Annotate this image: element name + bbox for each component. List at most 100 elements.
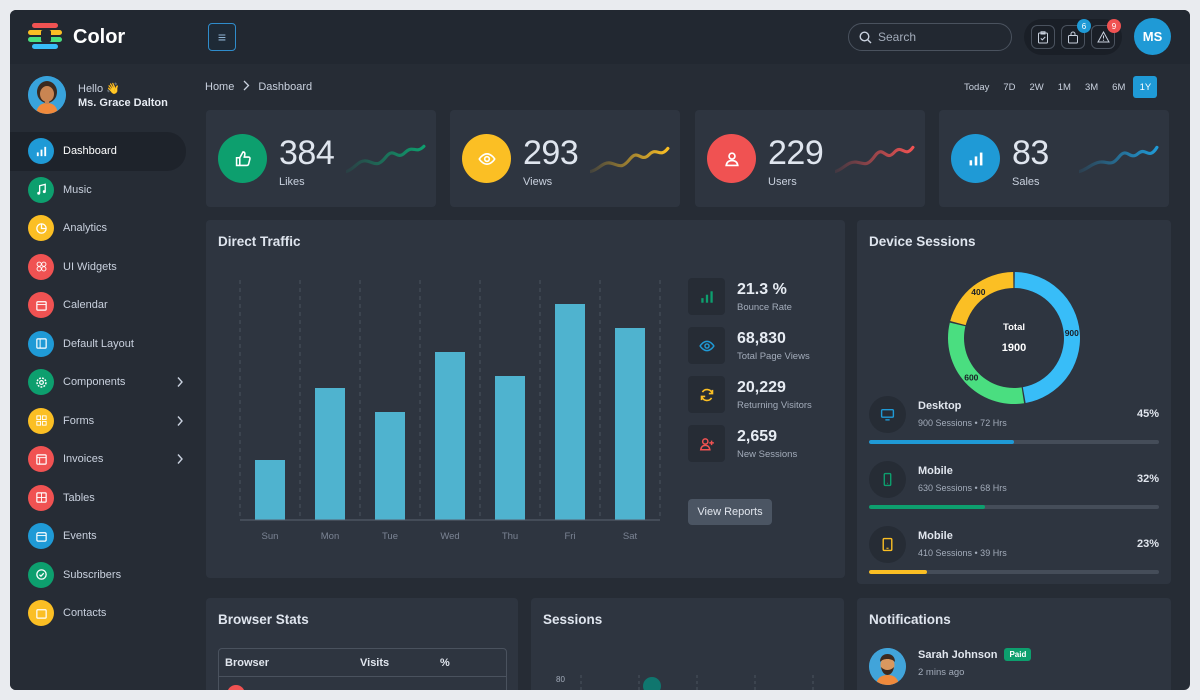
device-percent: 45%	[1136, 408, 1159, 420]
sidebar-item-tables[interactable]: Tables	[10, 479, 196, 518]
menu-toggle-button[interactable]: ≡	[208, 23, 236, 51]
device-name: Mobile	[918, 530, 953, 542]
bar-wed[interactable]	[435, 352, 465, 520]
user-avatar-button[interactable]: MS	[1134, 18, 1171, 55]
donut-slice-2[interactable]	[950, 272, 1014, 326]
bar-mon[interactable]	[315, 388, 345, 520]
sidebar-item-music[interactable]: Music	[10, 171, 196, 210]
kpi-value: 68,830	[737, 329, 786, 347]
sidebar-item-label: Default Layout	[63, 337, 134, 350]
range-6m[interactable]: 6M	[1112, 81, 1126, 93]
greeting-text: Hello 👋	[78, 82, 120, 95]
browser-table: Browser Visits %	[218, 648, 507, 690]
clipboard-icon	[1038, 30, 1048, 43]
sidebar-item-ui-widgets[interactable]: UI Widgets	[10, 248, 196, 287]
event-icon	[28, 523, 54, 550]
device-sub: 410 Sessions • 39 Hrs	[918, 548, 1007, 558]
sidebar-item-components[interactable]: Components	[10, 363, 196, 402]
brand-logo[interactable]: Color	[28, 22, 125, 52]
avatar	[28, 76, 66, 114]
sidebar-item-events[interactable]: Events	[10, 517, 196, 556]
chevron-right-icon	[176, 414, 184, 432]
browser-stats-title: Browser Stats	[218, 612, 309, 627]
sidebar-item-subscribers[interactable]: Subscribers	[10, 556, 196, 595]
stat-value: 229	[768, 134, 824, 172]
progress-bar	[869, 505, 1159, 509]
device-sessions-donut: 900 600 400	[948, 272, 1080, 404]
bar-sun[interactable]	[255, 460, 285, 520]
header-actions: 6 9	[1024, 19, 1122, 55]
range-1y[interactable]: 1Y	[1133, 76, 1158, 98]
stat-card-users: 229 Users	[695, 110, 925, 207]
alerts-button[interactable]: 9	[1091, 19, 1121, 49]
notification-item[interactable]: Sarah Johnson Paid 2 mins ago	[869, 648, 1032, 685]
progress-fill	[869, 570, 927, 574]
range-today[interactable]: Today	[964, 81, 990, 93]
breadcrumb-home-link[interactable]: Home	[205, 81, 235, 93]
user-profile[interactable]: Hello 👋 Ms. Grace Dalton	[28, 76, 168, 114]
sidebar-item-label: Forms	[63, 414, 95, 427]
sidebar: Hello 👋 Ms. Grace Dalton Dashboard Music…	[10, 64, 196, 690]
traffic-kpi-total-page-views: 68,830 Total Page Views	[688, 327, 810, 364]
bar-thu[interactable]	[495, 376, 525, 520]
sidebar-item-dashboard[interactable]: Dashboard	[10, 132, 186, 171]
eye-icon	[688, 327, 725, 364]
sidebar-item-forms[interactable]: Forms	[10, 402, 196, 441]
kpi-value: 21.3 %	[737, 280, 787, 298]
x-tick-label: Tue	[382, 531, 398, 542]
kpi-label: New Sessions	[737, 448, 798, 460]
sidebar-item-invoices[interactable]: Invoices	[10, 440, 196, 479]
range-7d[interactable]: 7D	[1003, 81, 1016, 93]
notification-time: 2 mins ago	[918, 667, 965, 678]
sidebar-item-default-layout[interactable]: Default Layout	[10, 325, 196, 364]
sidebar-nav: Dashboard Music Analytics UI Widgets Cal…	[10, 132, 196, 633]
stat-value: 83	[1012, 134, 1049, 172]
progress-bar	[869, 570, 1159, 574]
clipboard-button[interactable]	[1031, 25, 1055, 49]
stat-label: Users	[768, 176, 797, 188]
stat-card-sales: 83 Sales	[939, 110, 1169, 207]
donut-slice-0[interactable]	[1014, 272, 1080, 403]
top-header: Color ≡ 6 9 MS	[10, 10, 1190, 64]
direct-traffic-card: Direct Traffic Sun Mon Tue Wed Thu Fri Sat 21.…	[206, 220, 845, 578]
warning-icon	[1096, 31, 1110, 43]
search-box[interactable]	[848, 23, 1012, 51]
device-row-2: Mobile 410 Sessions • 39 Hrs 23%	[869, 526, 1159, 586]
range-2w[interactable]: 2W	[1029, 81, 1044, 93]
x-tick-label: Fri	[564, 531, 575, 542]
device-name: Desktop	[918, 400, 962, 412]
donut-slice-1[interactable]	[948, 322, 1025, 404]
range-3m[interactable]: 3M	[1084, 81, 1099, 93]
sessions-chart-grid	[580, 675, 814, 690]
bar-chart-icon	[28, 138, 54, 165]
kpi-value: 20,229	[737, 378, 786, 396]
search-icon	[859, 30, 872, 43]
notifications-card: Notifications Sarah Johnson Paid 2 mins …	[857, 598, 1171, 690]
cart-button[interactable]: 6	[1061, 19, 1091, 49]
sidebar-item-label: Analytics	[63, 222, 108, 235]
search-input[interactable]	[878, 30, 998, 44]
stat-value: 384	[279, 134, 335, 172]
table-row[interactable]	[219, 677, 506, 690]
donut-total-value: 1900	[1001, 342, 1027, 354]
sidebar-item-calendar[interactable]: Calendar	[10, 286, 196, 325]
sidebar-item-label: Contacts	[63, 607, 107, 620]
view-reports-button[interactable]: View Reports	[688, 499, 772, 525]
eye-icon	[462, 134, 511, 183]
donut-total-label: Total	[1003, 322, 1025, 333]
bar-tue[interactable]	[375, 412, 405, 520]
sidebar-item-contacts[interactable]: Contacts	[10, 594, 196, 633]
bar-chart-icon	[688, 278, 725, 315]
notifications-title: Notifications	[869, 612, 951, 627]
column-header-percent: %	[440, 656, 450, 669]
table-icon	[28, 484, 54, 511]
sidebar-item-analytics[interactable]: Analytics	[10, 209, 196, 248]
man-avatar-icon	[869, 648, 906, 685]
sparkline	[346, 144, 426, 174]
traffic-kpi-bounce-rate: 21.3 % Bounce Rate	[688, 278, 792, 315]
bar-sat[interactable]	[615, 328, 645, 520]
x-tick-label: Thu	[502, 531, 518, 542]
traffic-kpi-returning-visitors: 20,229 Returning Visitors	[688, 376, 812, 413]
range-1m[interactable]: 1M	[1057, 81, 1071, 93]
bar-fri[interactable]	[555, 304, 585, 520]
